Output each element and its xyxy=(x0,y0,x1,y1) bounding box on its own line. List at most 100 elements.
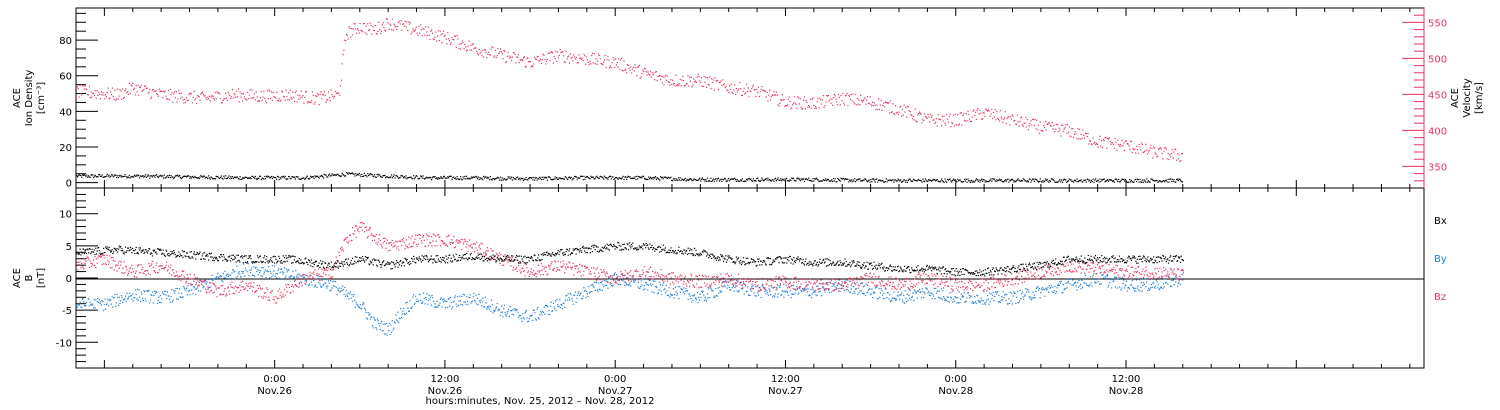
by-series-point xyxy=(1086,284,1088,286)
bz-series-point xyxy=(88,266,90,269)
by-series-point xyxy=(455,303,457,305)
bz-series-point xyxy=(205,291,207,293)
density-series-point xyxy=(131,176,133,178)
velocity-series-point xyxy=(1002,121,1004,123)
by-series-point xyxy=(1128,286,1130,289)
density-series-point xyxy=(962,181,964,183)
density-series-point xyxy=(229,177,231,180)
by-series-point xyxy=(581,297,583,300)
bz-series-point xyxy=(125,265,127,267)
velocity-series-point xyxy=(279,100,281,102)
density-series-point xyxy=(193,177,195,179)
bz-series-point xyxy=(409,246,411,248)
bz-series-point xyxy=(220,285,222,287)
density-series-point xyxy=(833,180,835,182)
by-series-point xyxy=(1141,290,1143,292)
by-series-point xyxy=(625,281,627,283)
by-series-point xyxy=(776,287,778,289)
by-series-point xyxy=(1033,294,1035,296)
by-series-point xyxy=(1099,272,1101,274)
density-series-point xyxy=(895,180,898,182)
density-series-point xyxy=(359,174,361,176)
velocity-series-point xyxy=(120,90,122,92)
velocity-series-point xyxy=(90,91,92,93)
by-series-point xyxy=(137,288,139,290)
density-series-point xyxy=(746,179,749,181)
velocity-series-point xyxy=(1062,130,1064,132)
by-series-point xyxy=(869,288,871,290)
velocity-series-point xyxy=(981,118,984,120)
by-series-point xyxy=(1107,286,1109,288)
by-series-point xyxy=(1092,276,1094,278)
by-series-point xyxy=(163,293,165,295)
velocity-series-point xyxy=(745,92,747,94)
density-series-point xyxy=(177,174,179,176)
density-series-point xyxy=(320,175,322,177)
by-series-point xyxy=(870,293,872,295)
by-series-point xyxy=(515,309,518,311)
by-series-point xyxy=(1070,278,1072,280)
bz-series-point xyxy=(404,248,406,250)
velocity-series-point xyxy=(666,75,668,77)
density-series-point xyxy=(877,181,879,183)
bz-series-point xyxy=(382,242,384,244)
bz-series-point xyxy=(322,276,324,278)
bz-series-point xyxy=(188,278,190,280)
by-series-point xyxy=(1113,280,1115,282)
by-series-point xyxy=(1140,286,1142,288)
velocity-series-point xyxy=(1070,136,1072,138)
density-series-point xyxy=(159,175,161,177)
by-series-point xyxy=(817,285,819,287)
velocity-series-point xyxy=(852,93,854,95)
density-series-point xyxy=(1070,179,1072,181)
by-series-point xyxy=(144,291,146,293)
bottom-y-tick-label: -5 xyxy=(62,306,72,317)
bz-series-point xyxy=(271,290,273,292)
by-series-point xyxy=(496,303,498,305)
density-series-point xyxy=(1135,178,1137,180)
density-series-point xyxy=(427,177,429,179)
by-series-point xyxy=(881,289,883,292)
by-series-point xyxy=(319,283,321,285)
density-series-point xyxy=(829,180,831,182)
by-series-point xyxy=(150,294,152,296)
density-series-point xyxy=(657,177,659,179)
bz-series-point xyxy=(356,225,358,227)
velocity-series-point xyxy=(437,30,439,32)
by-series-point xyxy=(330,280,332,282)
velocity-series-point xyxy=(1170,156,1172,158)
by-series-point xyxy=(507,311,509,313)
velocity-series-point xyxy=(194,99,196,101)
by-series-point xyxy=(667,294,669,296)
density-series-point xyxy=(120,174,122,176)
by-series-point xyxy=(737,281,739,283)
density-series-point xyxy=(1172,180,1174,182)
by-series-point xyxy=(938,290,940,292)
density-series-point xyxy=(1008,181,1010,183)
by-series-point xyxy=(1179,284,1182,286)
velocity-series-point xyxy=(686,83,688,85)
velocity-series-point xyxy=(213,99,216,101)
by-series-point xyxy=(1112,280,1114,282)
by-series-point xyxy=(334,285,336,287)
density-series-point xyxy=(271,178,273,180)
velocity-series-point xyxy=(1005,122,1007,125)
density-series-point xyxy=(865,178,867,180)
by-series-point xyxy=(374,318,376,320)
by-series-point xyxy=(955,296,957,298)
density-series-point xyxy=(412,178,414,180)
density-series-point xyxy=(452,177,454,179)
density-series-point xyxy=(115,174,117,176)
velocity-series-point xyxy=(973,109,975,111)
density-series-point xyxy=(541,176,543,178)
density-series-point xyxy=(1102,178,1104,180)
bz-series-point xyxy=(251,286,253,288)
by-series-point xyxy=(215,276,217,278)
by-series-point xyxy=(297,276,299,278)
density-series-point xyxy=(770,180,772,182)
density-series-point xyxy=(1019,180,1021,182)
velocity-series-point xyxy=(689,76,691,78)
density-series-point xyxy=(413,175,415,177)
by-series-point xyxy=(161,298,163,300)
velocity-series-point xyxy=(1136,145,1138,147)
